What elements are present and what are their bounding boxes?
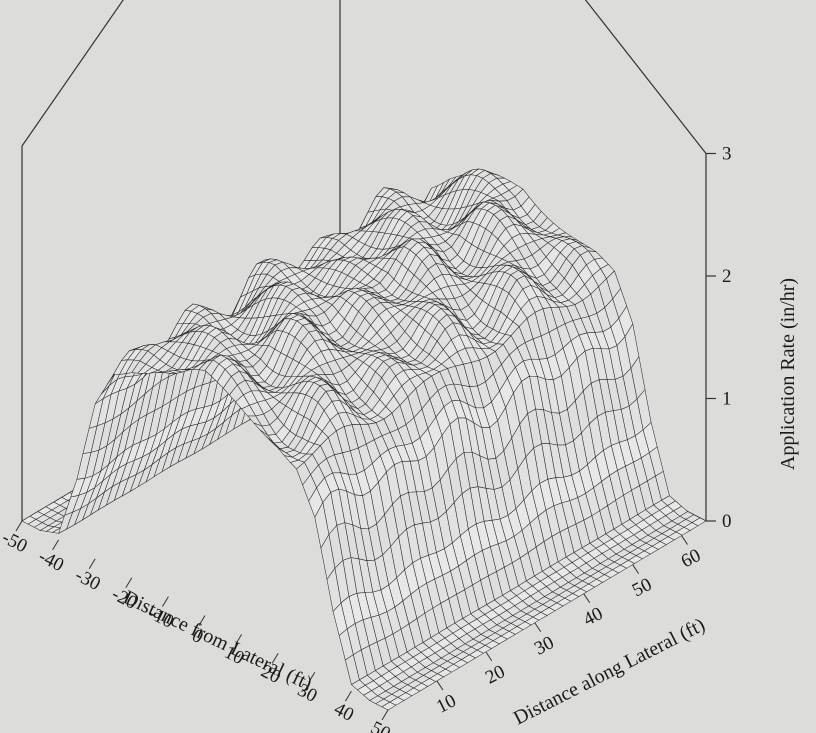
x-tick-mark [381,709,389,721]
x-tick-label: 40 [331,699,357,726]
x-tick-mark [125,577,133,588]
x-axis-label: Distance from Lateral (ft) [120,586,315,695]
x-tick-label: -50 [0,527,31,557]
z-tick-label: 2 [722,266,732,287]
x-tick-label: 50 [367,717,393,733]
x-tick-mark [15,520,23,532]
x-tick-label: -40 [35,546,67,576]
x-tick-mark [308,671,316,683]
y-tick-mark [681,535,688,545]
z-tick-label: 3 [722,144,732,165]
x-tick-label: -30 [72,565,104,595]
x-tick-mark [161,596,169,607]
y-tick-mark [534,622,542,633]
z-axis-label: Application Rate (in/hr) [777,278,799,470]
y-tick-mark [632,564,640,574]
y-tick-label: 10 [433,690,459,717]
y-tick-label: 60 [678,545,704,572]
x-tick-mark [344,690,352,702]
x-tick-mark [235,634,243,645]
z-tick-label: 1 [722,389,732,410]
z-tick-label: 0 [722,511,732,532]
y-tick-label: 20 [482,661,508,688]
y-tick-label: 30 [531,632,557,659]
x-tick-mark [88,558,96,570]
mesh-cell [381,701,397,711]
x-tick-mark [198,615,206,626]
box-edge [21,0,124,147]
y-tick-mark [485,651,493,662]
y-tick-mark [436,680,444,691]
x-tick-mark [271,653,279,664]
y-tick-mark [583,593,591,603]
x-tick-mark [52,539,60,551]
y-tick-label: 50 [629,574,655,601]
y-tick-label: 40 [580,603,606,630]
surface-mesh [21,168,707,711]
box-edge [584,0,707,154]
